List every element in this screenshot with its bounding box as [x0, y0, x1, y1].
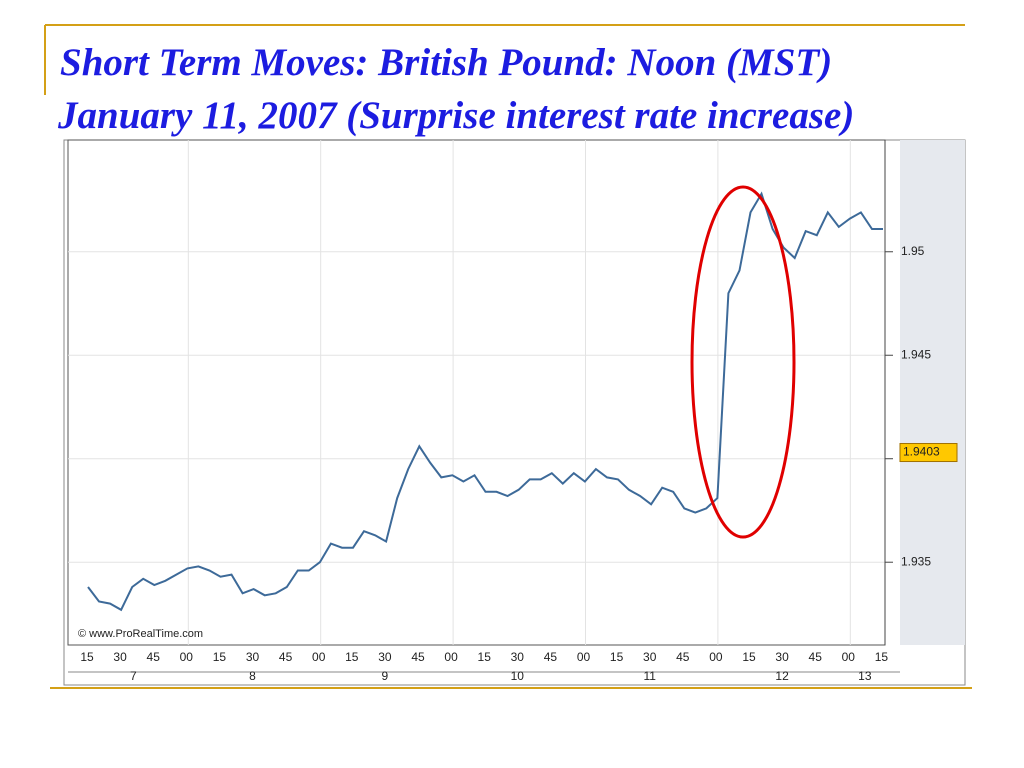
hour-label: 8	[249, 669, 256, 683]
x-tick-label: 45	[544, 650, 558, 664]
hour-label: 12	[775, 669, 789, 683]
x-tick-label: 30	[378, 650, 392, 664]
axis-band	[900, 140, 965, 645]
x-tick-label: 30	[643, 650, 657, 664]
plot-area	[67, 139, 886, 646]
hour-label: 10	[511, 669, 525, 683]
hour-label: 11	[643, 669, 656, 683]
hour-label: 9	[382, 669, 389, 683]
y-tick-label: 1.945	[901, 347, 931, 361]
x-tick-label: 15	[875, 650, 889, 664]
hour-label: 13	[858, 669, 872, 683]
x-tick-label: 45	[279, 650, 293, 664]
y-tick-label: 1.95	[901, 244, 925, 258]
chart-title: Short Term Moves: British Pound: Noon (M…	[60, 41, 832, 84]
chart-subtitle: January 11, 2007 (Surprise interest rate…	[57, 94, 854, 137]
x-tick-label: 15	[610, 650, 624, 664]
x-tick-label: 30	[775, 650, 789, 664]
source: © www.ProRealTime.com	[78, 628, 203, 640]
x-tick-label: 45	[676, 650, 690, 664]
x-tick-label: 30	[511, 650, 525, 664]
x-tick-label: 00	[577, 650, 591, 664]
x-tick-label: 15	[345, 650, 359, 664]
x-tick-label: 00	[709, 650, 723, 664]
x-tick-label: 15	[213, 650, 227, 664]
last-value-label: 1.9403	[903, 445, 940, 459]
x-tick-label: 15	[80, 650, 94, 664]
x-tick-label: 45	[809, 650, 823, 664]
x-tick-label: 00	[180, 650, 194, 664]
x-tick-label: 45	[147, 650, 161, 664]
x-tick-label: 00	[312, 650, 326, 664]
price-line	[87, 191, 883, 612]
x-tick-label: 15	[478, 650, 492, 664]
x-tick-label: 15	[742, 650, 756, 664]
x-tick-label: 30	[246, 650, 260, 664]
hour-label: 7	[130, 669, 137, 683]
x-tick-label: 30	[113, 650, 127, 664]
x-tick-label: 45	[411, 650, 425, 664]
y-tick-label: 1.935	[901, 554, 931, 568]
x-tick-label: 00	[444, 650, 458, 664]
x-tick-label: 00	[842, 650, 856, 664]
last-value-tag	[899, 443, 958, 463]
highlight-ellipse	[690, 185, 796, 539]
